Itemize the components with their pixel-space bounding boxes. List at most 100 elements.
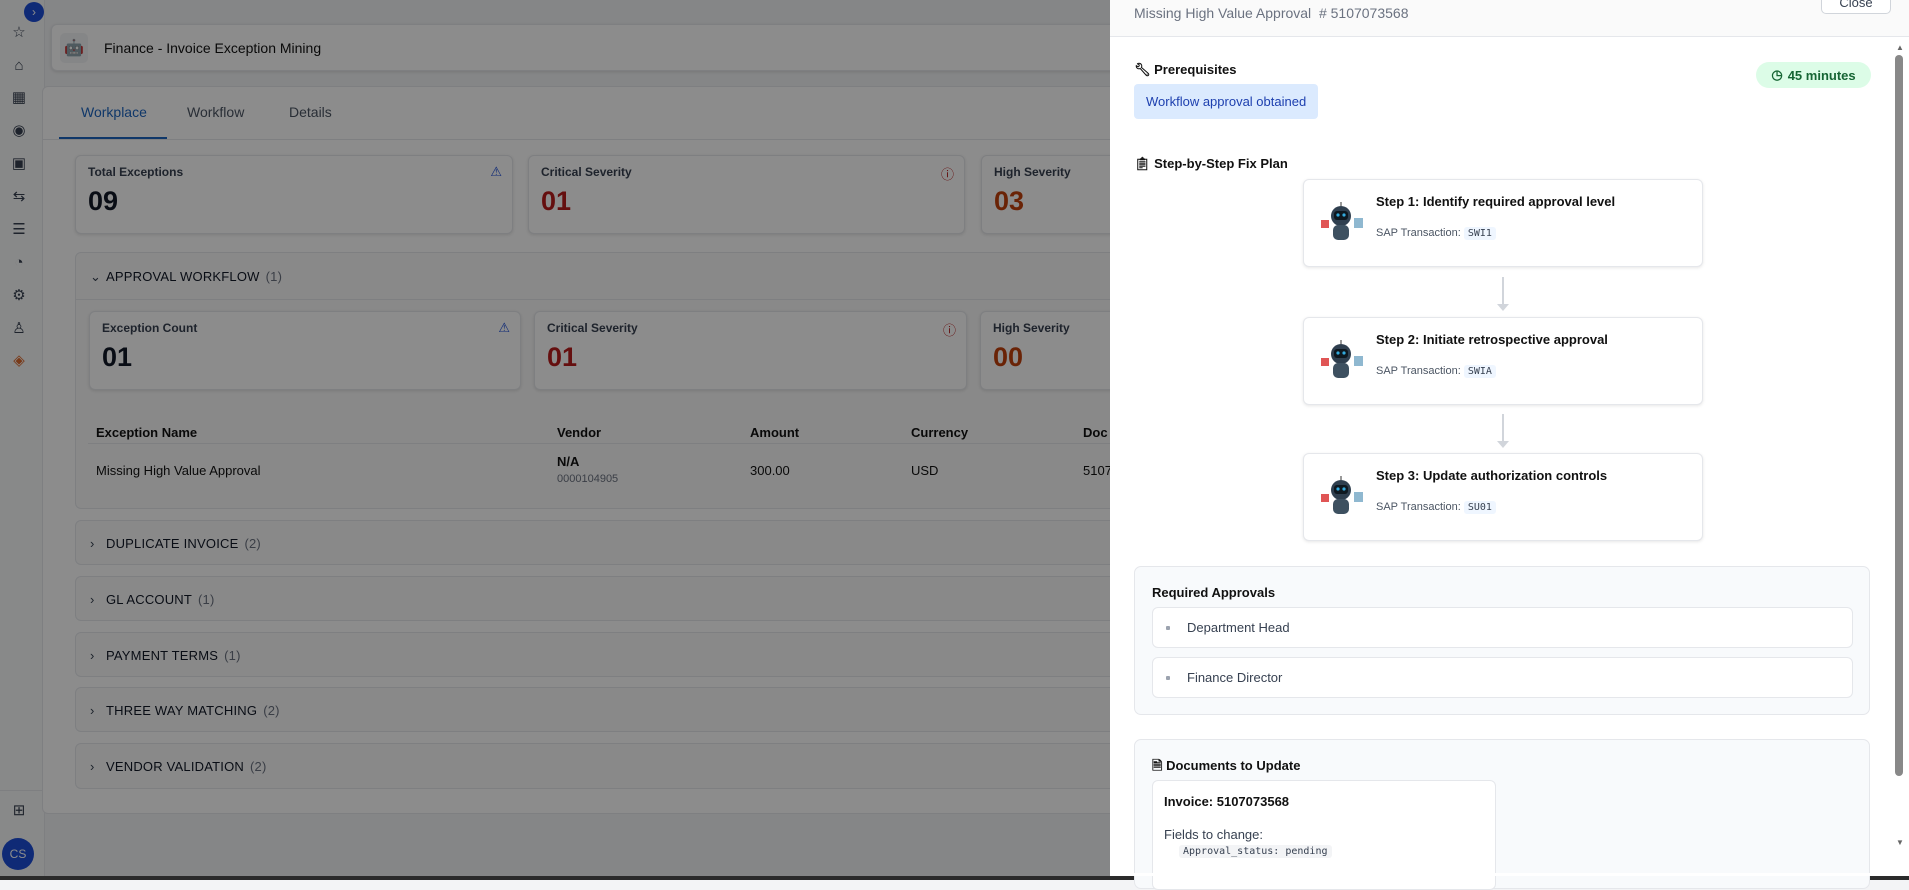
arrow-down-icon [1497, 414, 1509, 448]
section-count: (2) [244, 536, 261, 551]
field-change: Approval_status: pending [1179, 845, 1332, 858]
kpi-value: 01 [547, 342, 578, 372]
sap-transaction: SAP Transaction: SWI1 [1376, 227, 1496, 240]
required-approvals-title: Required Approvals [1152, 585, 1276, 600]
document-number: # 5107073568 [1318, 5, 1409, 21]
section-count: (2) [250, 759, 267, 774]
clock-icon: ◷ [1771, 67, 1783, 82]
table-divider [88, 443, 1358, 444]
duration-text: 45 minutes [1787, 67, 1856, 83]
home-icon[interactable]: ⌂ [14, 56, 24, 74]
column-header-amount[interactable]: Amount [750, 425, 800, 440]
step-card[interactable]: Step 3: Update authorization controls SA… [1303, 453, 1703, 541]
gauge-icon[interactable]: ◔ [14, 253, 24, 271]
step-card[interactable]: Step 1: Identify required approval level… [1303, 179, 1703, 267]
scrollbar-thumb[interactable] [1895, 55, 1903, 776]
cell-exception-name: Missing High Value Approval [96, 463, 261, 478]
robot-icon [1321, 340, 1363, 378]
kpi-label: Critical Severity [547, 321, 638, 335]
divider [76, 299, 1364, 300]
active-tab-indicator [59, 137, 167, 139]
tab-workflow[interactable]: Workflow [187, 104, 245, 120]
scroll-down-arrow-icon[interactable]: ▼ [1896, 838, 1904, 847]
sap-label: SAP Transaction: [1376, 227, 1461, 239]
sap-label: SAP Transaction: [1376, 365, 1461, 377]
exception-detail-drawer: Missing High Value Approval # 5107073568… [1110, 0, 1909, 890]
list-icon[interactable]: ☰ [12, 221, 26, 238]
sap-label: SAP Transaction: [1376, 501, 1461, 513]
transfer-arrows-icon[interactable]: ⇆ [12, 188, 26, 205]
robot-icon [1321, 202, 1363, 240]
document-icon: 🗎 [1152, 758, 1163, 773]
kpi-value: 01 [102, 342, 133, 372]
transaction-code: SWIA [1463, 365, 1496, 378]
section-title: VENDOR VALIDATION [106, 759, 244, 774]
drawer-title: Missing High Value Approval # 5107073568 [1134, 5, 1409, 21]
scroll-up-arrow-icon[interactable]: ▲ [1896, 43, 1904, 52]
app-logo-icon: 🤖 [60, 33, 88, 63]
table-row[interactable]: Missing High Value Approval N/A 00001049… [88, 443, 1358, 499]
add-layout-icon[interactable]: ⊞ [12, 802, 26, 819]
arrow-down-icon [1497, 277, 1509, 311]
wrench-icon: 🔧︎ [1134, 62, 1151, 77]
kpi-label: High Severity [994, 165, 1071, 179]
alert-circle-icon: ⓘ [940, 167, 954, 182]
tab-workplace[interactable]: Workplace [81, 104, 147, 120]
kpi-label: Total Exceptions [88, 165, 184, 179]
section-title: THREE WAY MATCHING [106, 703, 258, 718]
approval-item: Finance Director [1152, 657, 1853, 698]
kpi-label: High Severity [993, 321, 1070, 335]
column-header-vendor[interactable]: Vendor [557, 425, 602, 440]
kanban-icon[interactable]: ▣ [11, 155, 27, 172]
apps-grid-icon[interactable]: ▦ [11, 89, 27, 106]
chevron-right-icon: › [90, 648, 95, 663]
section-title: PAYMENT TERMS [106, 648, 219, 663]
location-pin-icon[interactable]: ◉ [12, 122, 26, 139]
star-icon[interactable]: ☆ [12, 24, 26, 41]
diamond-logo-icon[interactable]: ◈ [13, 352, 25, 369]
section-title: DUPLICATE INVOICE [106, 536, 239, 551]
approval-item: Department Head [1152, 607, 1853, 648]
kpi-value: 03 [994, 186, 1025, 216]
kpi-label: Exception Count [102, 321, 198, 335]
expand-sidebar-button[interactable]: › [24, 2, 44, 22]
documents-panel: 🗎 Documents to Update Invoice: 510707356… [1134, 739, 1870, 890]
kpi-total-exceptions: Total Exceptions 09 ⚠ [75, 155, 513, 234]
transaction-code: SWI1 [1463, 227, 1496, 240]
step-title: Step 3: Update authorization controls [1376, 468, 1608, 483]
fields-label: Fields to change: [1164, 827, 1264, 842]
section-count: (1) [265, 269, 283, 284]
close-button[interactable]: Close [1821, 0, 1891, 14]
section-header[interactable]: ⌄ APPROVAL WORKFLOW (1) [90, 269, 282, 285]
exception-name: Missing High Value Approval [1134, 5, 1312, 21]
drawer-footer-mask [1110, 873, 1909, 876]
documents-title: Documents to Update [1166, 758, 1301, 773]
column-header-document[interactable]: Doc [1083, 425, 1108, 440]
cell-currency: USD [911, 463, 939, 478]
rocket-icon[interactable]: ♙ [12, 320, 26, 337]
cell-vendor: N/A [557, 454, 580, 469]
column-header-exception-name[interactable]: Exception Name [96, 425, 198, 440]
chevron-right-icon: › [90, 759, 95, 774]
section-count: (1) [198, 592, 215, 607]
cell-vendor-id: 0000104905 [557, 473, 619, 485]
kpi-critical-severity: Critical Severity 01 ⓘ [528, 155, 965, 234]
step-title: Step 1: Identify required approval level [1376, 194, 1616, 209]
column-header-currency[interactable]: Currency [911, 425, 969, 440]
avatar[interactable]: CS [2, 838, 34, 870]
divider [0, 790, 45, 791]
clipboard-icon: 📋︎ [1134, 156, 1151, 171]
transaction-code: SU01 [1463, 501, 1496, 514]
duration-badge: ◷ 45 minutes [1756, 62, 1871, 88]
fix-plan-heading: 📋︎ Step-by-Step Fix Plan [1134, 156, 1288, 172]
kpi-critical-severity: Critical Severity 01 ⓘ [534, 311, 967, 390]
tab-details[interactable]: Details [289, 104, 332, 120]
gear-icon[interactable]: ⚙ [12, 287, 26, 304]
chevron-down-icon: ⌄ [90, 269, 102, 284]
alert-circle-icon: ⓘ [942, 323, 956, 338]
warning-triangle-icon: ⚠ [490, 164, 502, 179]
fix-plan-title: Step-by-Step Fix Plan [1154, 156, 1288, 171]
sap-transaction: SAP Transaction: SWIA [1376, 365, 1496, 378]
step-card[interactable]: Step 2: Initiate retrospective approval … [1303, 317, 1703, 405]
sidebar: › ☆ ⌂ ▦ ◉ ▣ ⇆ ☰ ◔ ⚙ ♙ ◈ ⊞ CS [0, 0, 45, 876]
